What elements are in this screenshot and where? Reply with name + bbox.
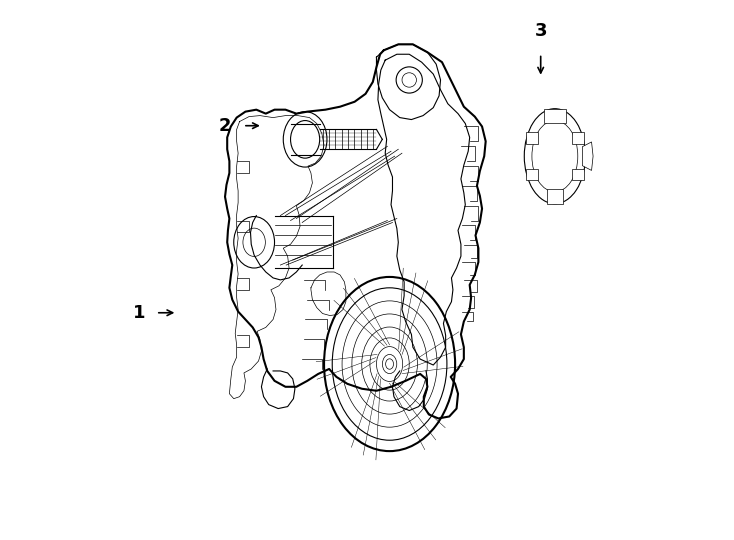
FancyBboxPatch shape: [572, 169, 584, 180]
Ellipse shape: [532, 120, 578, 192]
FancyBboxPatch shape: [526, 169, 538, 180]
Ellipse shape: [233, 217, 275, 268]
Text: 3: 3: [534, 22, 547, 40]
FancyBboxPatch shape: [526, 132, 538, 144]
Text: 2: 2: [218, 117, 230, 134]
Ellipse shape: [291, 120, 320, 158]
Ellipse shape: [283, 112, 327, 167]
FancyBboxPatch shape: [548, 190, 562, 204]
FancyBboxPatch shape: [544, 109, 566, 123]
Text: 1: 1: [133, 304, 145, 322]
FancyBboxPatch shape: [572, 132, 584, 144]
Polygon shape: [582, 142, 593, 171]
Ellipse shape: [385, 359, 393, 369]
Ellipse shape: [524, 109, 586, 204]
